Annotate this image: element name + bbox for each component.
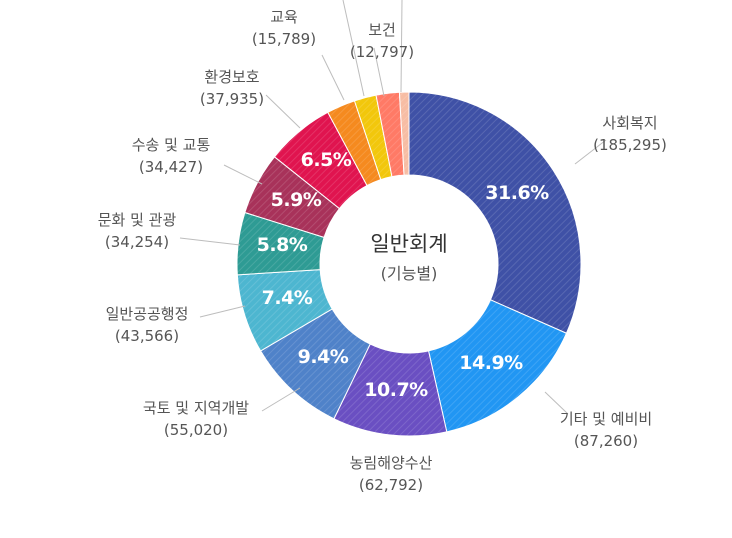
leader-line-12 — [400, 0, 403, 93]
slice-percent-7: 5.9% — [271, 189, 322, 211]
slice-percent-8: 6.5% — [301, 149, 352, 171]
slice-value-8: (37,935) — [200, 90, 264, 108]
slice-value-11: (12,797) — [350, 43, 414, 61]
leader-line-1 — [574, 139, 607, 165]
leader-line-10 — [342, 0, 365, 97]
leader-line-2 — [544, 391, 569, 415]
pie-slices — [236, 91, 582, 437]
slice-percent-4: 9.4% — [298, 346, 349, 368]
percent-labels: 31.6% 14.9% 10.7% 9.4% 7.4% 5.8% 5.9% 6.5% — [257, 149, 550, 401]
slice-value-3: (62,792) — [359, 476, 423, 494]
leader-line-4 — [261, 387, 301, 412]
slice-texture-11 — [376, 92, 405, 177]
slice-texture-3 — [333, 344, 447, 436]
slice-texture-12 — [399, 92, 409, 176]
slice-percent-3: 10.7% — [364, 379, 428, 401]
slice-label-6: 문화 및 관광 — [98, 211, 177, 229]
slice-texture-6 — [237, 212, 325, 275]
slice-value-6: (34,254) — [105, 233, 169, 251]
slice-label-7: 수송 및 교통 — [132, 136, 211, 154]
slice-percent-2: 14.9% — [459, 352, 523, 374]
slice-label-9: 교육 — [270, 8, 298, 26]
leader-line-11 — [373, 47, 385, 97]
slice-texture-7 — [244, 156, 340, 238]
slice-texture-8 — [274, 112, 367, 209]
slice-percent-1: 31.6% — [485, 182, 549, 204]
slice-label-8: 환경보호 — [204, 68, 259, 86]
leader-line-9 — [321, 54, 345, 101]
slice-label-3: 농림해양수산 — [350, 454, 433, 472]
leader-line-8 — [265, 94, 301, 129]
slice-texture-2 — [428, 299, 567, 432]
slice-texture-1 — [409, 92, 581, 334]
slice-value-1: (185,295) — [593, 136, 667, 154]
slice-label-11: 보건 — [368, 21, 396, 39]
chart-title: 일반회계 — [370, 232, 447, 256]
slice-percent-6: 5.8% — [257, 234, 308, 256]
slice-label-4: 국토 및 지역개발 — [143, 399, 249, 417]
slice-label-2: 기타 및 예비비 — [560, 410, 652, 428]
slice-texture-5 — [237, 269, 333, 351]
chart-subtitle: (기능별) — [381, 264, 438, 283]
slice-value-4: (55,020) — [164, 421, 228, 439]
slice-percent-5: 7.4% — [262, 287, 313, 309]
leader-line-7 — [223, 164, 263, 185]
leader-lines — [179, 0, 607, 415]
slice-texture-9 — [327, 100, 381, 186]
slice-value-2: (87,260) — [574, 432, 638, 450]
slice-labels: 사회복지 (185,295) 기타 및 예비비 (87,260) 농림해양수산 (62,7… — [98, 8, 667, 494]
slice-label-5: 일반공공행정 — [106, 305, 189, 323]
slice-value-5: (43,566) — [115, 327, 179, 345]
slice-value-9: (15,789) — [252, 30, 316, 48]
slice-texture-10 — [354, 95, 392, 180]
slice-label-1: 사회복지 — [602, 114, 657, 132]
leader-line-6 — [179, 237, 241, 246]
leader-line-5 — [199, 305, 246, 318]
slice-value-7: (34,427) — [139, 158, 203, 176]
slice-texture-4 — [260, 308, 371, 419]
